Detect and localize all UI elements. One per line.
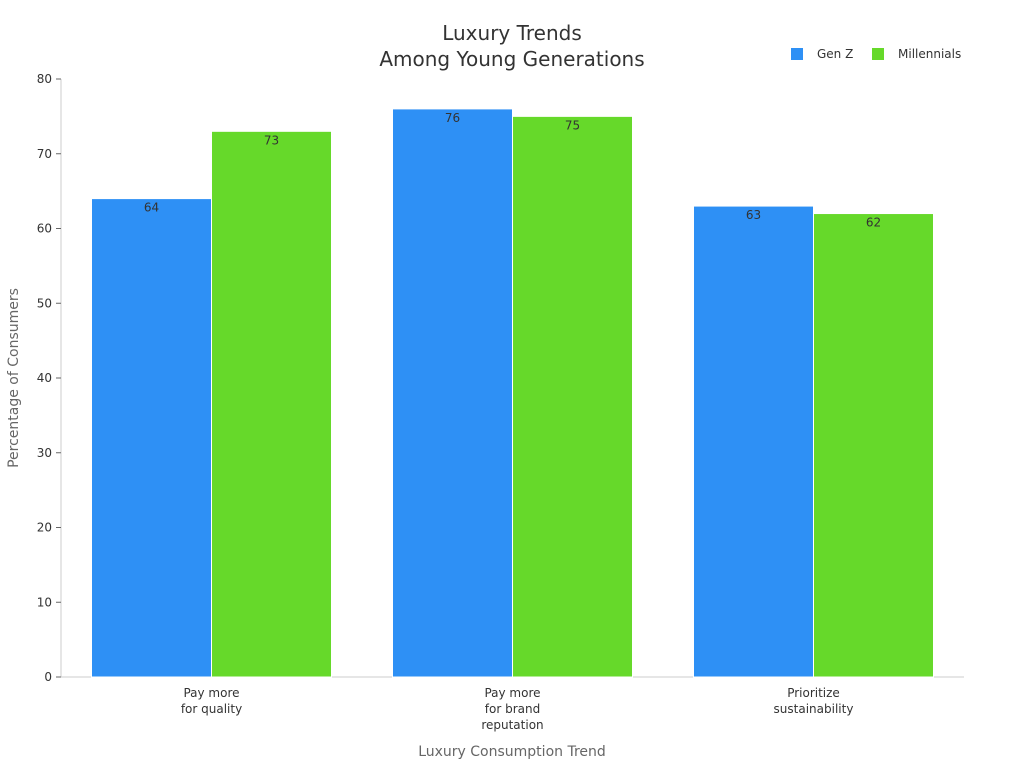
- y-tick-label: 40: [37, 371, 52, 385]
- data-label: 75: [565, 118, 580, 132]
- y-tick-label: 10: [37, 595, 52, 609]
- y-tick-label: 0: [44, 670, 52, 684]
- y-tick-label: 60: [37, 222, 52, 236]
- legend-swatch: [872, 48, 884, 60]
- bar: [512, 115, 633, 678]
- data-label: 64: [144, 201, 159, 215]
- bar: [392, 108, 513, 678]
- y-axis-title: Percentage of Consumers: [6, 288, 22, 468]
- x-tick-label: Prioritize: [787, 686, 840, 700]
- x-tick-label: for quality: [181, 702, 242, 716]
- x-tick-label: Pay more: [183, 686, 239, 700]
- x-tick-label: for brand: [485, 702, 540, 716]
- legend: Gen Z Millennials: [791, 47, 961, 61]
- legend-label: Gen Z: [817, 47, 853, 61]
- bars: [91, 108, 934, 678]
- chart-title-line: Luxury Trends: [442, 21, 582, 45]
- bar: [693, 205, 814, 678]
- bar: [91, 198, 212, 678]
- data-label: 76: [445, 111, 460, 125]
- x-tick-label: Pay more: [484, 686, 540, 700]
- y-tick-label: 30: [37, 446, 52, 460]
- legend-label: Millennials: [898, 47, 961, 61]
- y-tick-label: 70: [37, 147, 52, 161]
- data-label: 73: [264, 133, 279, 147]
- x-tick-label: sustainability: [774, 702, 854, 716]
- bar: [211, 130, 332, 678]
- legend-swatch: [791, 48, 803, 60]
- y-tick-label: 50: [37, 296, 52, 310]
- x-axis-title: Luxury Consumption Trend: [418, 744, 606, 760]
- bar: [813, 213, 934, 678]
- y-tick-label: 80: [37, 72, 52, 86]
- data-label: 63: [746, 208, 761, 222]
- chart-title-line: Among Young Generations: [379, 47, 644, 71]
- axes: 0 10 20 30 40 50 60 70 80 Pay more for quality Pay …: [37, 72, 964, 732]
- data-label: 62: [866, 216, 881, 230]
- y-tick-label: 20: [37, 521, 52, 535]
- data-labels: 64 73 76 75 63 62: [144, 111, 881, 230]
- x-tick-label: reputation: [481, 718, 543, 732]
